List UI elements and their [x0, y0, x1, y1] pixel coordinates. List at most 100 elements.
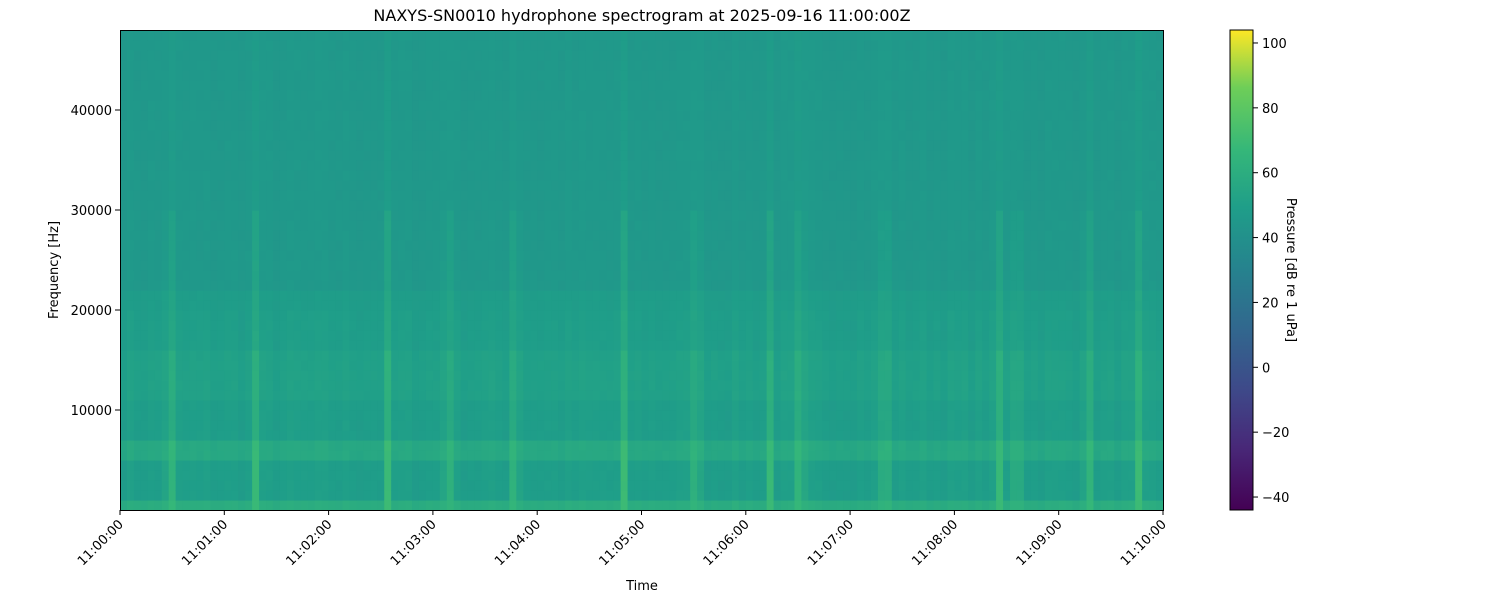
heatmap-cell	[801, 250, 809, 261]
heatmap-cell	[801, 260, 809, 271]
heatmap-cell	[551, 470, 559, 481]
heatmap-cell	[815, 500, 823, 511]
heatmap-cell	[481, 370, 490, 381]
heatmap-cell	[634, 440, 643, 451]
heatmap-cell	[592, 170, 601, 181]
heatmap-cell	[787, 280, 796, 291]
heatmap-cell	[690, 360, 698, 371]
heatmap-cell	[300, 150, 309, 161]
heatmap-cell	[154, 150, 163, 161]
heatmap-cell	[752, 460, 761, 471]
heatmap-cell	[843, 480, 851, 491]
heatmap-cell	[634, 350, 643, 361]
heatmap-cell	[509, 40, 517, 51]
heatmap-cell	[537, 240, 545, 251]
heatmap-cell	[509, 110, 517, 121]
heatmap-cell	[252, 500, 260, 511]
heatmap-cell	[460, 240, 469, 251]
heatmap-cell	[307, 240, 316, 251]
heatmap-cell	[759, 490, 768, 501]
heatmap-cell	[349, 220, 358, 231]
heatmap-cell	[711, 260, 719, 271]
heatmap-cell	[822, 50, 830, 61]
heatmap-cell	[349, 50, 358, 61]
heatmap-cell	[203, 70, 211, 81]
heatmap-cell	[175, 190, 184, 201]
heatmap-cell	[822, 350, 830, 361]
heatmap-cell	[293, 130, 302, 141]
heatmap-cell	[794, 230, 803, 241]
heatmap-cell	[412, 170, 420, 181]
heatmap-cell	[147, 350, 156, 361]
heatmap-cell	[293, 70, 302, 81]
heatmap-cell	[836, 490, 844, 501]
heatmap-cell	[599, 420, 608, 431]
heatmap-cell	[342, 230, 351, 241]
heatmap-cell	[717, 240, 726, 251]
heatmap-cell	[474, 270, 483, 281]
heatmap-cell	[300, 70, 309, 81]
heatmap-cell	[488, 70, 497, 81]
heatmap-cell	[342, 80, 351, 91]
heatmap-cell	[245, 190, 253, 201]
heatmap-cell	[676, 410, 684, 421]
heatmap-cell	[196, 90, 205, 101]
heatmap-cell	[231, 290, 239, 301]
heatmap-cell	[502, 70, 510, 81]
heatmap-cell	[759, 70, 768, 81]
heatmap-cell	[439, 30, 448, 41]
heatmap-cell	[328, 260, 337, 271]
heatmap-cell	[585, 190, 594, 201]
heatmap-cell	[363, 260, 371, 271]
heatmap-cell	[335, 270, 344, 281]
heatmap-cell	[474, 230, 483, 241]
heatmap-cell	[196, 70, 205, 81]
heatmap-cell	[384, 140, 392, 151]
heatmap-cell	[335, 500, 344, 511]
heatmap-cell	[133, 120, 142, 131]
heatmap-cell	[133, 50, 142, 61]
heatmap-cell	[697, 180, 705, 191]
heatmap-cell	[335, 420, 344, 431]
heatmap-cell	[794, 460, 803, 471]
heatmap-cell	[697, 490, 705, 501]
heatmap-cell	[697, 310, 705, 321]
heatmap-cell	[154, 360, 163, 371]
heatmap-cell	[412, 370, 420, 381]
heatmap-cell	[210, 330, 218, 341]
heatmap-cell	[238, 210, 246, 221]
heatmap-cell	[224, 40, 232, 51]
heatmap-cell	[794, 130, 803, 141]
heatmap-cell	[328, 60, 337, 71]
heatmap-cell	[565, 240, 573, 251]
heatmap-cell	[377, 60, 385, 71]
heatmap-cell	[321, 440, 330, 451]
heatmap-cell	[453, 240, 462, 251]
heatmap-cell	[425, 130, 434, 141]
heatmap-cell	[787, 130, 796, 141]
heatmap-cell	[412, 260, 420, 271]
heatmap-cell	[126, 60, 135, 71]
heatmap-cell	[405, 250, 413, 261]
heatmap-cell	[822, 120, 830, 131]
heatmap-cell	[592, 280, 601, 291]
heatmap-cell	[724, 30, 733, 41]
heatmap-cell	[592, 230, 601, 241]
heatmap-cell	[189, 290, 198, 301]
heatmap-cell	[398, 290, 406, 301]
heatmap-cell	[495, 130, 504, 141]
heatmap-cell	[627, 260, 636, 271]
heatmap-cell	[641, 160, 650, 171]
heatmap-cell	[530, 290, 538, 301]
heatmap-cell	[307, 220, 316, 231]
heatmap-cell	[196, 170, 205, 181]
heatmap-cell	[565, 350, 573, 361]
heatmap-cell	[203, 360, 211, 371]
heatmap-cell	[377, 470, 385, 481]
heatmap-cell	[801, 320, 809, 331]
heatmap-cell	[565, 500, 573, 511]
heatmap-cell	[745, 60, 754, 71]
heatmap-cell	[349, 70, 358, 81]
heatmap-cell	[412, 300, 420, 311]
heatmap-cell	[384, 460, 392, 471]
